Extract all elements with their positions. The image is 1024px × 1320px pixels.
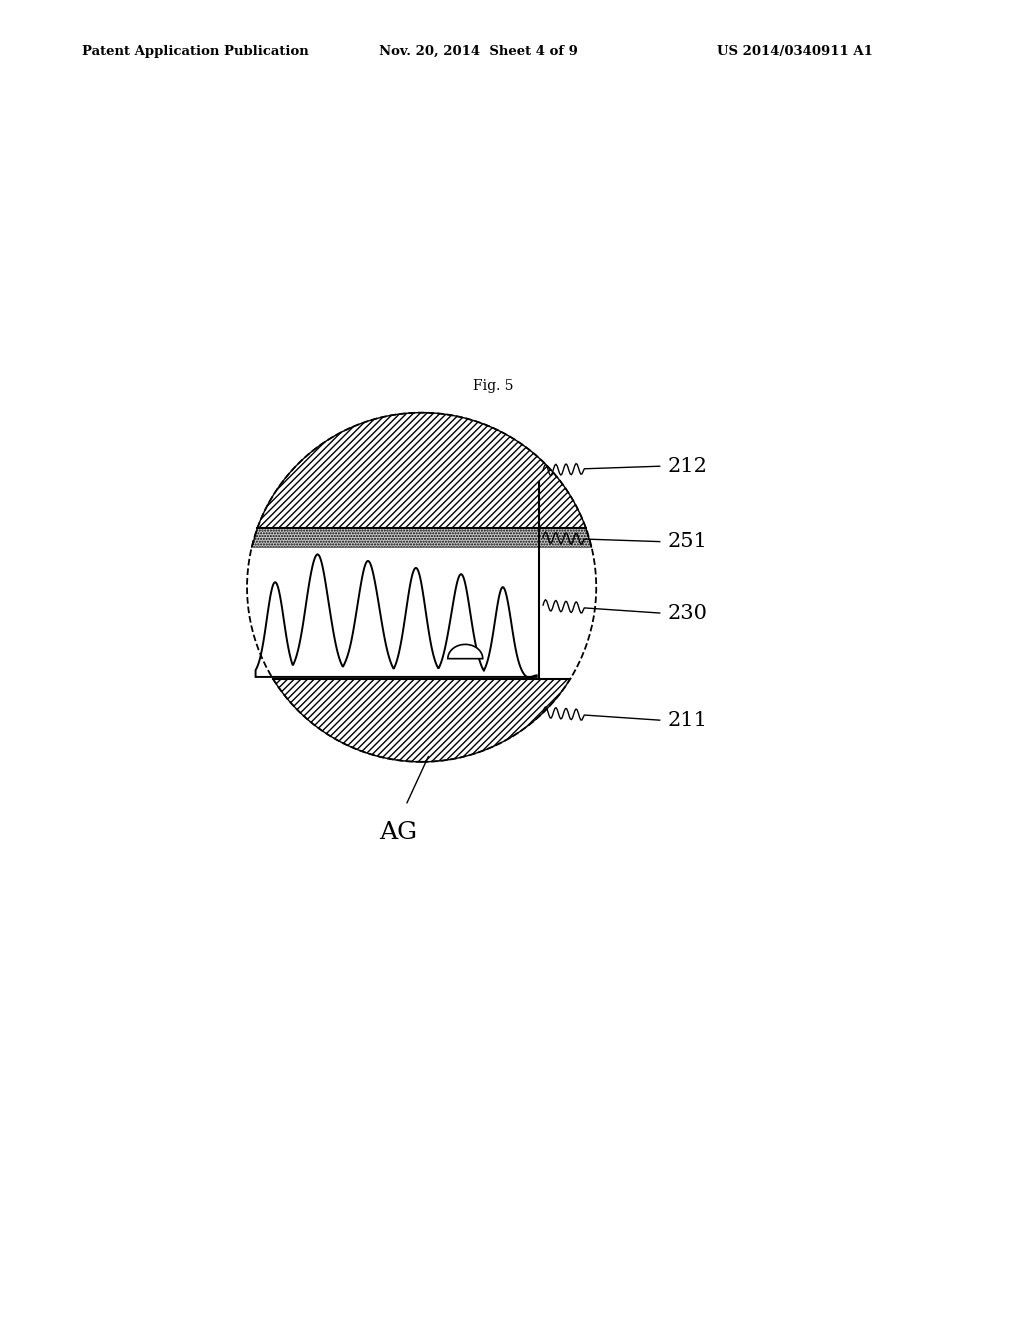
Text: AG: AG: [379, 821, 417, 845]
Polygon shape: [252, 528, 592, 548]
Text: Nov. 20, 2014  Sheet 4 of 9: Nov. 20, 2014 Sheet 4 of 9: [379, 45, 578, 58]
Polygon shape: [252, 548, 592, 678]
Polygon shape: [447, 644, 482, 659]
Text: US 2014/0340911 A1: US 2014/0340911 A1: [717, 45, 872, 58]
Text: 211: 211: [668, 710, 708, 730]
Text: 212: 212: [668, 457, 708, 475]
Text: Patent Application Publication: Patent Application Publication: [82, 45, 308, 58]
Text: Fig. 5: Fig. 5: [473, 379, 514, 393]
Polygon shape: [272, 678, 570, 762]
Text: 230: 230: [668, 603, 708, 623]
Polygon shape: [256, 554, 537, 677]
Polygon shape: [257, 413, 586, 528]
Text: 251: 251: [668, 532, 708, 552]
